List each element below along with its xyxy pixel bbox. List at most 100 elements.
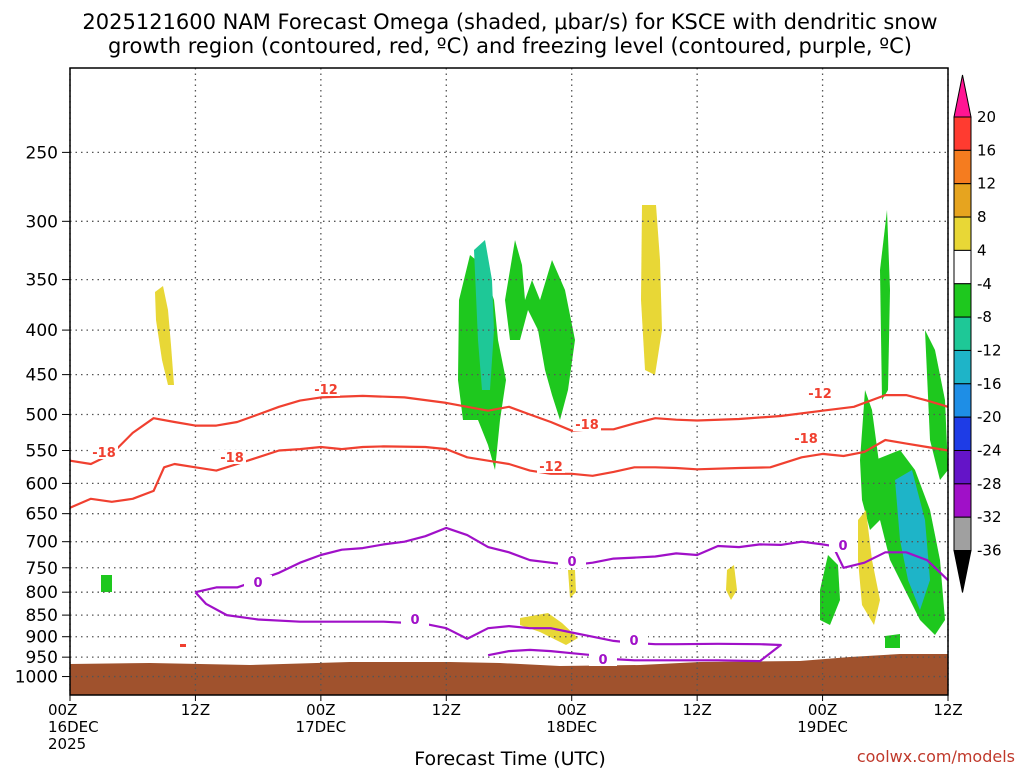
red-contour-label-5-bg [218,450,246,464]
x-tick-label-60-0: 12Z [682,701,711,719]
colorbar-swatch-8 [953,349,972,385]
colorbar-swatch-3 [953,183,972,218]
omega-region-4 [505,240,575,420]
x-tick-label-48-0: 00Z [557,701,586,719]
y-tick-label-850: 850 [26,606,58,626]
purple-contour-label-6: 0 [838,539,847,554]
colorbar-label-2: 12 [977,175,996,193]
red-contour-label-3-bg [573,417,601,431]
x-axis-label: Forecast Time (UTC) [414,748,605,768]
chart-title-line1: 2025121600 NAM Forecast Omega (shaded, μ… [82,10,937,34]
contour-line-2 [69,438,949,509]
colorbar-label-9: -20 [977,408,1002,426]
colorbar-label-13: -36 [977,542,1002,560]
credit-text: coolwx.com/models [857,747,1015,766]
red-contour-label-5: -18 [220,451,244,466]
colorbar-swatch-2 [953,149,972,185]
contour-line-1 [69,394,949,466]
omega-region-18 [180,644,186,647]
colorbar-bottom-arrow [953,550,972,593]
contour-labels: -18 -12 -18 -12 -18 -12 -18 0 0 0 0 0 0 [90,382,857,668]
colorbar-swatch-5 [953,249,972,285]
y-tick-label-700: 700 [26,533,58,553]
y-tick-label-550: 550 [26,442,58,462]
colorbar-swatch-4 [953,216,972,251]
y-tick-label-450: 450 [26,366,58,386]
x-tick-label-24-1: 17DEC [296,718,347,736]
red-contour-label-4: -12 [808,387,832,402]
x-tick-label-72-0: 00Z [808,701,837,719]
x-tick-label-84-0: 12Z [933,701,962,719]
colorbar-top-arrow [953,74,972,118]
plot-background [70,68,948,695]
omega-region-13 [726,565,737,600]
red-contour-label-7: -18 [794,432,818,447]
red-contour-label-4-bg [806,386,834,400]
y-tick-label-650: 650 [26,505,58,525]
colorbar-swatch-11 [953,450,972,485]
colorbar-swatch-6 [953,283,972,318]
purple-contour-label-6-bg [829,538,857,552]
y-tick-label-400: 400 [26,321,58,341]
x-tick-label-72-1: 19DEC [797,718,848,736]
y-tick-label-800: 800 [26,583,58,603]
colorbar-swatch-7 [953,316,972,351]
y-tick-label-350: 350 [26,271,58,291]
plot-area: -18 -12 -18 -12 -18 -12 -18 0 0 0 0 0 0 [69,67,949,696]
colorbar-label-5: -4 [977,275,992,293]
y-tick-label-500: 500 [26,405,58,425]
colorbar-swatch-1 [953,116,972,151]
purple-contour-label-3: 0 [567,555,576,570]
x-tick-label-24-0: 00Z [306,701,335,719]
y-axis-ticks: 2503003504004505005506006507007508008509… [15,143,70,688]
omega-region-9 [895,470,930,610]
red-contour-label-1: -18 [92,446,116,461]
red-contour-label-6: -12 [539,460,563,475]
y-tick-label-250: 250 [26,143,58,163]
red-contour-label-2: -12 [314,383,338,398]
colorbar-label-7: -12 [977,341,1002,359]
y-tick-label-600: 600 [26,474,58,494]
purple-contour-label-5: 0 [598,653,607,668]
colorbar-label-10: -24 [977,442,1002,460]
colorbar-label-6: -8 [977,308,992,326]
colorbar-label-11: -28 [977,475,1002,493]
colorbar-swatch-13 [953,516,972,552]
purple-contour-label-4-bg [620,633,648,647]
x-tick-label-0-0: 00Z [48,701,77,719]
x-tick-label-48-1: 18DEC [546,718,597,736]
colorbar-swatch-10 [953,416,972,451]
colorbar-label-8: -16 [977,375,1002,393]
omega-shading [101,205,948,648]
colorbar-label-3: 8 [977,208,987,226]
purple-contour-label-1: 0 [253,576,262,591]
red-contour-label-2-bg [312,382,340,396]
red-contour-label-3: -18 [575,418,599,433]
colorbar-swatch-9 [953,383,972,418]
omega-region-3 [474,240,494,390]
y-tick-label-750: 750 [26,559,58,579]
omega-region-10 [925,330,948,480]
red-contour-label-6-bg [537,459,565,473]
purple-contour-label-1-bg [244,575,272,589]
colorbar-swatch-12 [953,483,972,518]
y-tick-label-900: 900 [26,628,58,648]
chart-title-line2: growth region (contoured, red, ºC) and f… [108,34,912,58]
purple-contour-label-3-bg [558,554,586,568]
y-tick-label-1000: 1000 [15,668,58,688]
red-contour-label-7-bg [792,431,820,445]
y-tick-label-300: 300 [26,212,58,232]
colorbar-label-0: 20 [977,108,996,126]
colorbar-label-1: 16 [977,141,996,159]
y-tick-label-950: 950 [26,648,58,668]
purple-contour-label-5-bg [589,652,617,666]
omega-region-11 [820,555,840,625]
x-tick-label-0-2: 2025 [48,735,86,753]
red-contour-label-1-bg [90,445,118,459]
purple-contour-label-4: 0 [629,634,638,649]
omega-region-5 [641,205,662,375]
purple-contour-label-2: 0 [410,613,419,628]
omega-region-1 [155,286,174,385]
